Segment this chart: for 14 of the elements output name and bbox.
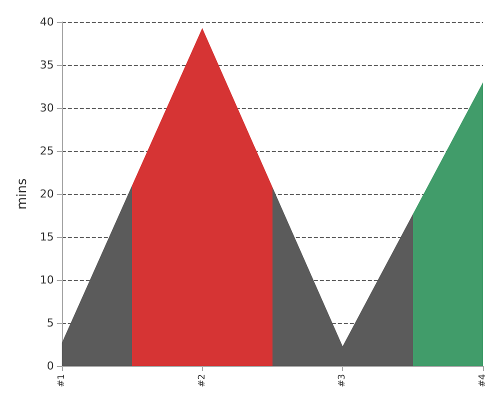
y-tick-label: 20 [40,188,54,200]
y-axis-title: mins [15,178,30,210]
y-tick-label: 25 [40,144,54,158]
y-tick-label: 10 [40,274,54,286]
y-tick-label: 5 [46,316,54,330]
y-tick-label: 40 [40,16,54,28]
y-tick-label: 30 [40,102,54,114]
y-tick-label: 0 [46,360,54,372]
x-tick-label: #3 [338,374,348,388]
y-tick-label: 35 [40,58,54,72]
y-tick-label: 15 [40,230,54,244]
x-tick-label: #4 [478,374,488,388]
x-tick-label: #2 [197,374,208,388]
x-tick-label: #1 [56,374,67,388]
